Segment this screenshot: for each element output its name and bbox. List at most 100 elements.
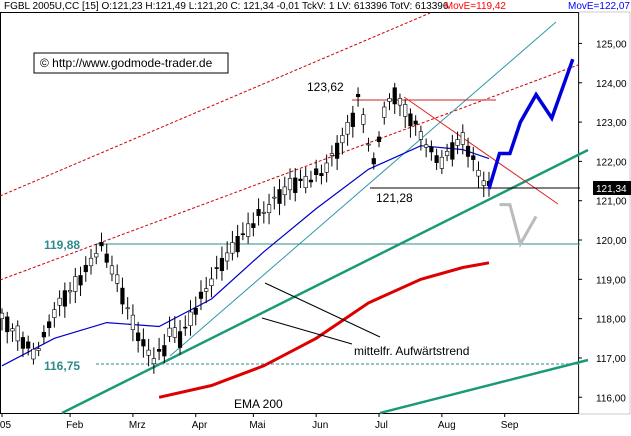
annotation-trend: mittelfr. Aufwärtstrend: [354, 344, 469, 358]
annotation-connector-1: [264, 282, 381, 338]
candle-body: [26, 341, 31, 349]
x-tick-label: '05: [0, 420, 11, 431]
annotation-high: 123,62: [307, 80, 344, 94]
level-label-116-75: 116,75: [44, 359, 80, 373]
candle-body: [314, 168, 319, 175]
y-axis-panel: [578, 11, 631, 415]
bullish-projection-path: [487, 58, 575, 190]
candle-body: [47, 321, 52, 329]
candle-body: [476, 170, 481, 177]
candle-body: [246, 223, 251, 237]
annotation-support: 121,28: [376, 191, 413, 205]
candle-body: [329, 153, 334, 156]
x-tick-label: Mrz: [129, 420, 146, 431]
x-tick-label: Apr: [192, 420, 208, 431]
candle-body: [366, 143, 371, 146]
candle-body: [141, 339, 146, 347]
candle-body: [20, 337, 26, 349]
candle-body: [434, 155, 439, 163]
candles-layer: [0, 82, 492, 374]
candle-body: [387, 98, 392, 102]
candle-body: [298, 178, 303, 182]
steep-trend-line: [169, 21, 557, 357]
candle-body: [151, 358, 156, 365]
x-tick-label: Mai: [249, 420, 265, 431]
candle-body: [162, 345, 167, 357]
candle-body: [403, 104, 408, 117]
last-price-label: 121,34: [596, 184, 627, 195]
quote-header: FGBL 2005U,CC [15] O:121,23 H:121,49 L:1…: [4, 1, 449, 12]
x-tick-label: Jul: [375, 420, 388, 431]
candle-body: [146, 349, 151, 356]
downtrend-line: [403, 96, 559, 205]
annotation-connector-2: [261, 317, 353, 345]
candle-body: [209, 278, 214, 286]
candle-body: [429, 146, 434, 153]
candle-body: [282, 186, 287, 196]
candle-body: [277, 189, 282, 204]
candle-body: [465, 145, 471, 157]
candle-body: [15, 325, 20, 342]
candle-body: [392, 87, 397, 105]
candle-body: [193, 308, 198, 315]
y-tick-label: 123,00: [596, 118, 627, 129]
candle-body: [177, 331, 183, 348]
candle-body: [444, 151, 450, 156]
y-tick-label: 120,00: [596, 236, 627, 247]
level-label-119-88: 119,88: [44, 238, 80, 252]
candle-body: [350, 112, 355, 127]
candle-body: [94, 253, 99, 258]
watermark-text: © http://www.godmode-trader.de: [40, 56, 213, 70]
candle-body: [225, 252, 230, 262]
candle-body: [57, 297, 62, 306]
candle-body: [355, 93, 361, 98]
candle-body: [361, 114, 366, 125]
candle-body: [371, 158, 376, 165]
candle-body: [99, 242, 104, 247]
candle-body: [125, 307, 130, 310]
candle-body: [481, 180, 486, 186]
candle-body: [235, 236, 240, 253]
annotation-ema: EMA 200: [234, 397, 283, 411]
candle-body: [120, 287, 125, 305]
candle-body: [136, 332, 141, 342]
candle-body: [214, 267, 219, 269]
candle-body: [382, 106, 387, 118]
candle-body: [167, 327, 172, 337]
x-tick-label: Jun: [312, 420, 328, 431]
candle-body: [172, 327, 177, 338]
candle-body: [345, 122, 350, 135]
candle-body: [272, 196, 277, 199]
candle-body: [67, 290, 73, 293]
mov-b-label: MovE=122,07: [568, 1, 630, 12]
y-tick-label: 122,00: [596, 157, 627, 168]
candle-body: [439, 156, 444, 169]
candle-body: [256, 209, 261, 216]
candle-body: [266, 204, 272, 213]
candle-body: [83, 264, 88, 273]
y-tick-label: 121,00: [596, 197, 627, 208]
candle-body: [5, 316, 10, 333]
y-tick-label: 117,00: [596, 354, 626, 365]
candle-body: [308, 179, 314, 183]
candle-body: [36, 348, 41, 351]
candle-body: [376, 136, 382, 143]
candle-body: [424, 144, 429, 148]
candle-body: [303, 176, 308, 188]
mov-a-label: MovE=119,42: [445, 1, 507, 12]
candle-body: [10, 328, 15, 332]
candle-body: [31, 348, 36, 360]
y-tick-layer: 116,00 117,00 118,00 119,00 120,00 121,00 122,…: [578, 39, 627, 404]
x-tick-label: Sep: [501, 420, 519, 431]
upper-channel-line-2: [0, 12, 431, 197]
x-tick-layer: '05 Feb Mrz Apr Mai Jun Jul Aug Sep: [0, 413, 519, 431]
plot-area: [0, 12, 579, 414]
candle-body: [324, 162, 329, 173]
moving-average-layer: [1, 145, 490, 399]
bearish-projection-path: [499, 203, 538, 248]
candle-body: [261, 211, 266, 214]
candle-body: [230, 242, 235, 254]
candle-body: [335, 142, 340, 159]
candle-body: [450, 142, 455, 160]
